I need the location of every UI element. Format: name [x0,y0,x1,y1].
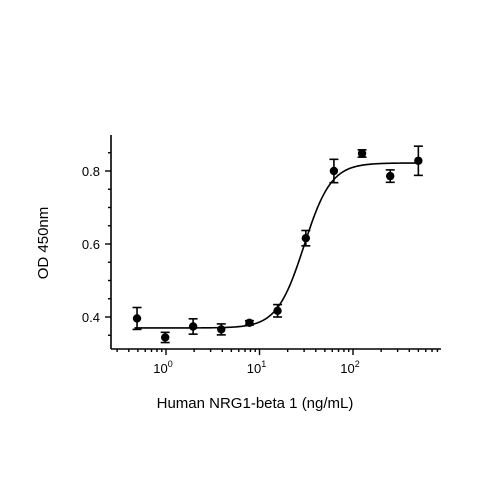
y-axis-ticks: 0.4 0.6 0.8 [82,152,111,336]
data-point [217,325,226,334]
data-point [132,314,142,323]
x-axis-ticks: 100 101 102 [116,349,439,376]
data-point [245,318,254,328]
data-point [273,306,282,315]
y-tick-label: 0.4 [82,310,100,325]
data-points [132,149,423,342]
y-tick-label: 0.6 [82,237,100,252]
x-axis-label: Human NRG1-beta 1 (ng/mL) [157,395,354,412]
data-point [329,166,339,176]
data-point [357,149,367,158]
data-point [160,333,170,342]
data-point [188,322,198,331]
y-axis-label: OD 450nm [35,207,52,280]
x-tick-label: 101 [247,359,266,376]
data-point [414,156,423,165]
data-point [386,171,395,181]
fit-curve [134,162,420,329]
data-point [301,233,311,243]
x-tick-label: 102 [340,359,359,376]
x-tick-label: 100 [153,359,172,376]
y-tick-label: 0.8 [82,164,100,179]
